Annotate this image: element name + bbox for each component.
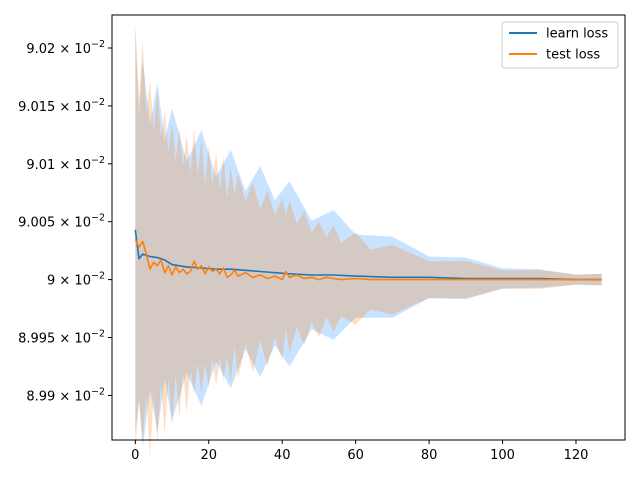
y-axis: 8.99 × 10−2 8.995 × 10−2 9 × 10−2 9.005 × 1… bbox=[18, 39, 112, 404]
y-tick-label: 9.01 × 10−2 bbox=[26, 155, 105, 173]
plot-area-frame bbox=[111, 14, 626, 441]
x-axis: 0 20 40 60 80 100 120 bbox=[131, 440, 588, 463]
x-tick-label: 100 bbox=[490, 448, 515, 463]
band-test-loss bbox=[135, 24, 602, 458]
y-tick-label: 9.02 × 10−2 bbox=[26, 39, 105, 57]
x-tick-label: 120 bbox=[564, 448, 589, 463]
y-tick-label: 8.995 × 10−2 bbox=[18, 329, 105, 347]
series-lines bbox=[134, 229, 602, 281]
x-tick-label: 40 bbox=[274, 448, 291, 463]
legend-label-test-loss: test loss bbox=[546, 48, 600, 63]
y-tick-label: 9 × 10−2 bbox=[47, 271, 105, 289]
x-tick-label: 20 bbox=[200, 448, 217, 463]
line-learn-loss bbox=[134, 229, 602, 281]
x-tick-label: 80 bbox=[421, 448, 438, 463]
legend-label-learn-loss: learn loss bbox=[546, 27, 608, 42]
line-test-loss bbox=[134, 238, 602, 281]
band-learn-loss bbox=[135, 27, 602, 448]
legend: learn loss test loss bbox=[501, 21, 619, 69]
y-tick-label: 9.015 × 10−2 bbox=[18, 97, 105, 115]
confidence-bands bbox=[135, 24, 602, 458]
y-tick-label: 8.99 × 10−2 bbox=[26, 386, 105, 404]
y-tick-label: 9.005 × 10−2 bbox=[18, 213, 105, 231]
x-tick-label: 0 bbox=[131, 448, 139, 463]
x-tick-label: 60 bbox=[347, 448, 364, 463]
